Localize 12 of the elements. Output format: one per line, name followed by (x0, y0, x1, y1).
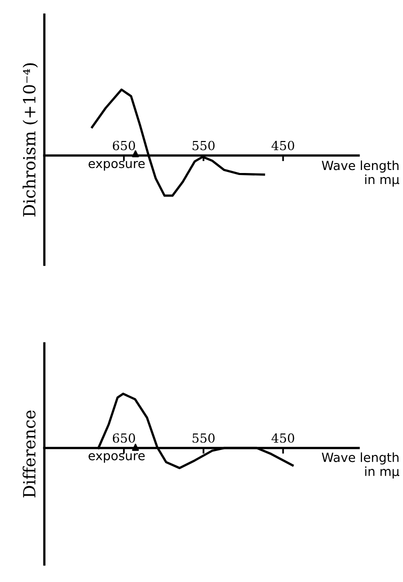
x-axis-title: Wave length in mμ (322, 160, 400, 187)
x-tick-label: 550 (192, 433, 215, 443)
y-axis-title: Dichroism (+10⁻⁴) (22, 63, 38, 216)
x-tick-label: 450 (272, 140, 294, 150)
annotation: exposure (88, 160, 145, 171)
x-tick-label: 650 (112, 433, 136, 443)
x-tick-label: 550 (192, 140, 215, 150)
x-tick-label: 650 (112, 140, 136, 150)
annotation: exposure (88, 453, 145, 463)
x-axis-title: Wave length in mμ (322, 452, 400, 479)
x-tick-label: 450 (272, 433, 294, 443)
y-axis-title: Difference (22, 410, 36, 498)
